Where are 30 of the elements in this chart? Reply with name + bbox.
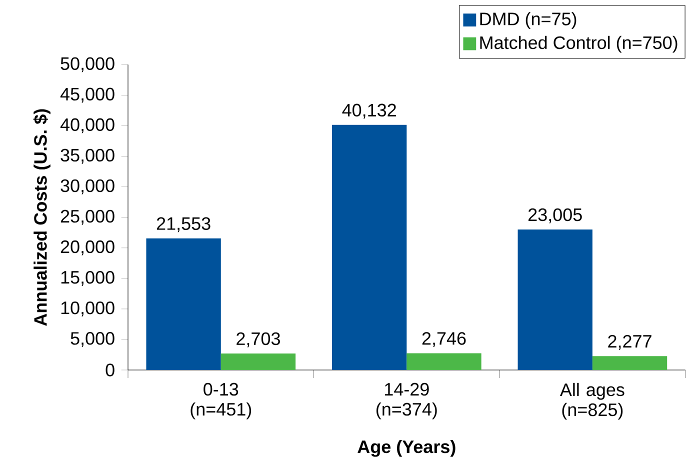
y-tick-label: 30,000 [60, 179, 114, 194]
bar [220, 353, 296, 370]
data-label: 2,277 [608, 334, 652, 350]
bar [518, 230, 592, 370]
data-label: 2,746 [422, 332, 466, 347]
data-label: 23,005 [528, 208, 582, 224]
data-label: 2,703 [236, 332, 280, 348]
y-tick-label: 45,000 [60, 88, 114, 103]
x-tick-label: 0-13 (n=451) [190, 382, 252, 420]
legend-label: Matched Control (n=750) [480, 36, 678, 53]
y-tick-label: 20,000 [60, 240, 114, 256]
bar [406, 353, 482, 370]
y-tick-label: 10,000 [61, 301, 114, 316]
data-label: 40,132 [342, 104, 396, 119]
x-axis-title: Age (Years) [358, 440, 456, 457]
bar [592, 356, 668, 370]
y-tick-label: 50,000 [60, 57, 114, 72]
bar [332, 124, 407, 370]
data-label: 21,553 [156, 217, 210, 232]
x-tick-label: 14-29 (n=374) [376, 382, 437, 420]
x-tick-label: All ages (n=825) [560, 382, 624, 420]
y-axis-title: Annualized Costs (U.S. $) [33, 109, 50, 326]
legend-label: DMD (n=75) [480, 12, 576, 29]
y-tick-label: 0 [106, 364, 114, 376]
y-tick-label: 5,000 [70, 332, 114, 347]
y-tick-label: 25,000 [60, 210, 114, 225]
y-tick-label: 35,000 [60, 148, 114, 164]
bar [146, 238, 221, 370]
y-tick-label: 40,000 [60, 118, 114, 134]
y-tick-label: 15,000 [61, 270, 114, 286]
